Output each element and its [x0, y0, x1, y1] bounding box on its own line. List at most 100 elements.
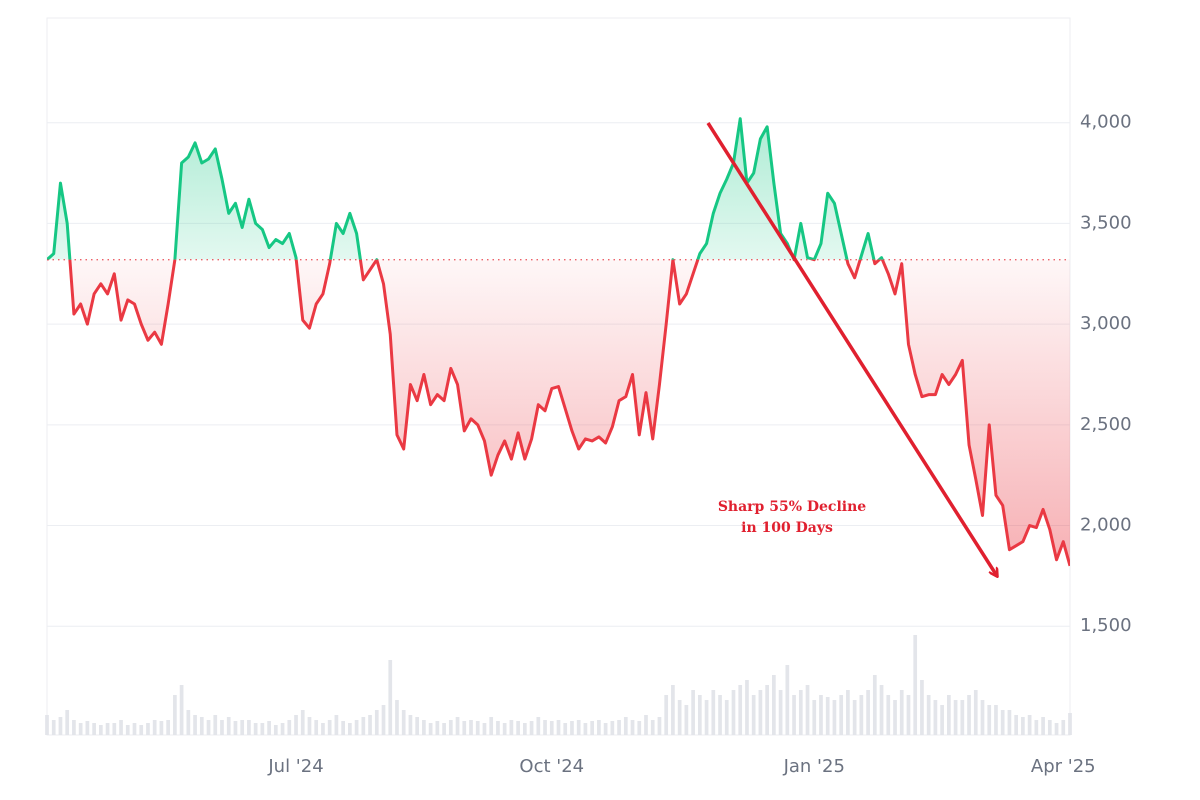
volume-bar	[314, 720, 319, 735]
volume-bar	[51, 720, 56, 735]
volume-bar	[940, 705, 944, 735]
volume-bar	[354, 720, 359, 735]
volume-bar	[186, 710, 191, 735]
volume-bar	[152, 720, 157, 735]
volume-bar	[597, 720, 601, 735]
volume-bar	[536, 717, 541, 735]
volume-bar	[247, 720, 251, 735]
volume-bar	[374, 710, 379, 735]
volume-bar	[45, 715, 49, 735]
x-tick-label: Oct '24	[519, 756, 584, 777]
volume-bar	[415, 717, 420, 735]
volume-bar	[509, 720, 514, 735]
volume-bar	[1041, 717, 1045, 735]
volume-bar	[973, 690, 978, 735]
volume-bar	[866, 690, 870, 735]
volume-bar	[886, 695, 891, 735]
volume-bar	[947, 695, 951, 735]
volume-bar	[549, 721, 554, 735]
volume-bar	[953, 700, 958, 735]
volume-bar	[280, 723, 285, 735]
volume-bar	[462, 721, 467, 735]
volume-bar	[522, 723, 527, 735]
volume-bar	[650, 720, 655, 735]
volume-bar	[132, 723, 137, 735]
volume-bar	[731, 690, 736, 735]
volume-bar	[395, 700, 399, 735]
annotation-text: Sharp 55% Decline	[718, 499, 866, 515]
volume-bar	[711, 690, 716, 735]
volume-bar	[72, 720, 76, 735]
volume-bar	[327, 720, 332, 735]
volume-bar	[193, 715, 197, 735]
volume-bar	[671, 685, 675, 735]
volume-bar	[1027, 715, 1032, 735]
volume-bar	[422, 720, 426, 735]
y-tick-label: 2,500	[1080, 414, 1132, 435]
volume-bar	[677, 700, 682, 735]
volume-bar	[442, 723, 446, 735]
volume-bar	[482, 723, 487, 735]
volume-bar	[657, 717, 662, 735]
volume-bar	[543, 720, 547, 735]
volume-bar	[684, 705, 689, 735]
price-line-up	[47, 117, 885, 260]
volume-bar	[785, 665, 790, 735]
volume-bar	[361, 717, 366, 735]
volume-bar	[772, 675, 776, 735]
volume-bar	[92, 723, 96, 735]
volume-bar	[926, 695, 931, 735]
volume-bar	[617, 720, 621, 735]
volume-bar	[516, 721, 520, 735]
volume-bar	[758, 690, 763, 735]
volume-bar	[832, 700, 837, 735]
volume-bar	[173, 695, 177, 735]
volume-bar	[435, 721, 440, 735]
volume-bar	[637, 721, 642, 735]
volume-bar	[556, 720, 561, 735]
volume-bar	[899, 690, 904, 735]
volume-bar	[348, 723, 352, 735]
volume-bar	[529, 721, 534, 735]
volume-bar	[78, 723, 83, 735]
volume-bar	[166, 720, 170, 735]
volume-bar	[1068, 713, 1072, 735]
volume-bar	[294, 715, 298, 735]
volume-bar	[664, 695, 669, 735]
volume-bar	[623, 717, 628, 735]
volume-bar	[583, 723, 588, 735]
volume-bar	[839, 695, 844, 735]
volume-bar	[778, 690, 783, 735]
volume-bar	[745, 680, 749, 735]
volume-bar	[846, 690, 850, 735]
volume-bar	[475, 721, 480, 735]
volume-bar	[590, 721, 595, 735]
x-tick-label: Jan '25	[783, 756, 845, 777]
volume-bar	[368, 715, 372, 735]
volume-bar	[644, 715, 648, 735]
x-tick-label: Apr '25	[1031, 756, 1096, 777]
y-tick-label: 4,000	[1080, 112, 1132, 133]
volume-bar	[697, 695, 702, 735]
axis-labels: 1,500 2,000 2,500 3,000 3,500 4,000 Jul '24 Oct…	[267, 112, 1131, 777]
volume-bar	[879, 685, 884, 735]
volume-bar	[1047, 720, 1052, 735]
annotation-arrow	[706, 122, 997, 576]
volume-bar	[819, 695, 823, 735]
volume-bar	[112, 723, 117, 735]
volume-bar	[139, 725, 144, 735]
volume-bar	[428, 723, 433, 735]
volume-bar	[334, 715, 339, 735]
volume-bar	[489, 717, 494, 735]
price-area	[47, 117, 1070, 567]
volume-bar	[206, 720, 211, 735]
volume-bar	[287, 720, 292, 735]
volume-bar	[502, 723, 507, 735]
volume-bar	[920, 680, 924, 735]
price-line-down	[47, 259, 1070, 567]
volume-bar	[859, 695, 864, 735]
volume-bar	[765, 685, 769, 735]
volume-bar	[576, 720, 581, 735]
volume-bar	[872, 675, 877, 735]
